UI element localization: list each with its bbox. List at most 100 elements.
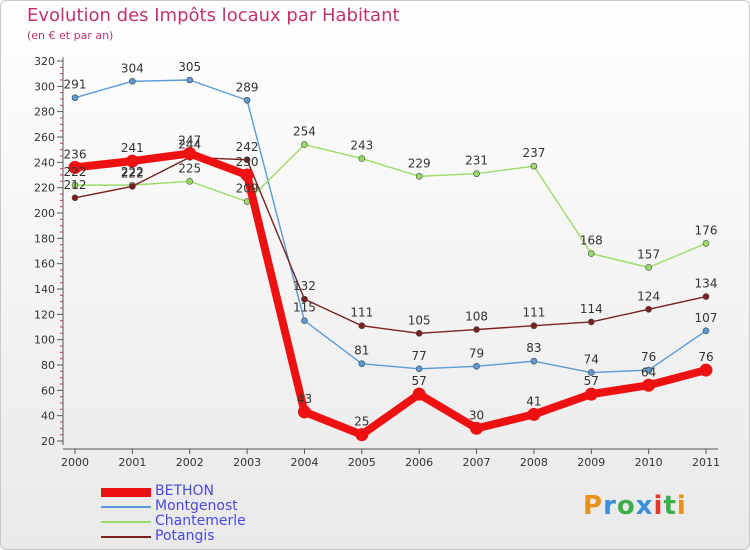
x-tick-label: 2010 — [635, 456, 663, 469]
data-point — [358, 322, 366, 330]
data-label: 43 — [297, 392, 312, 406]
y-tick-label: 320 — [34, 55, 55, 68]
data-point — [473, 170, 480, 178]
data-point — [645, 264, 652, 271]
data-point — [183, 146, 197, 160]
data-point — [470, 421, 484, 435]
data-label: 111 — [350, 306, 373, 320]
x-tick-label: 2009 — [577, 456, 605, 469]
y-tick-label: 280 — [34, 106, 55, 119]
data-label: 254 — [293, 125, 316, 139]
data-point — [473, 326, 480, 333]
data-label: 41 — [526, 394, 541, 408]
data-label: 105 — [408, 313, 431, 327]
data-label: 176 — [695, 223, 718, 237]
data-label: 209 — [236, 182, 259, 196]
data-label: 243 — [350, 139, 373, 153]
data-label: 57 — [412, 374, 427, 388]
data-point — [699, 363, 713, 377]
y-tick-label: 20 — [41, 435, 55, 448]
data-point — [702, 240, 710, 247]
x-tick-label: 2005 — [348, 456, 376, 469]
y-tick-label: 220 — [34, 182, 55, 195]
x-tick-label: 2011 — [692, 456, 720, 469]
series-line — [71, 149, 710, 439]
x-tick-label: 2007 — [463, 456, 491, 469]
y-tick-label: 160 — [34, 258, 55, 271]
data-label: 237 — [522, 146, 545, 160]
legend-label: Potangis — [155, 528, 215, 544]
x-tick-label: 2000 — [61, 456, 89, 469]
data-point — [186, 178, 194, 185]
legend-swatch — [101, 487, 151, 497]
y-tick-label: 180 — [34, 232, 55, 245]
data-label: 124 — [637, 289, 660, 303]
x-tick-label: 2008 — [520, 456, 548, 469]
data-point — [473, 362, 480, 370]
x-tick-label: 2003 — [233, 456, 261, 469]
data-label: 168 — [580, 234, 603, 248]
data-point — [642, 378, 656, 392]
data-label: 157 — [637, 247, 660, 261]
data-label: 222 — [121, 165, 144, 179]
data-point — [702, 327, 710, 335]
data-point — [71, 181, 79, 189]
y-tick-label: 40 — [41, 410, 55, 423]
x-tick-label: 2004 — [290, 456, 318, 469]
data-point — [415, 330, 423, 337]
data-label: 247 — [178, 133, 201, 147]
data-point — [645, 366, 652, 374]
data-label: 230 — [236, 155, 259, 169]
chart-title: Evolution des Impôts locaux par Habitant — [27, 5, 400, 26]
data-point — [530, 162, 538, 170]
y-tick-label: 140 — [34, 283, 55, 296]
data-label: 236 — [64, 147, 87, 161]
data-label: 305 — [178, 60, 201, 74]
data-point — [125, 154, 139, 168]
data-label: 114 — [580, 302, 603, 316]
y-tick-label: 260 — [34, 131, 55, 144]
data-label: 222 — [64, 165, 87, 179]
data-label: 229 — [408, 156, 431, 170]
data-label: 64 — [641, 365, 656, 379]
data-point — [587, 250, 595, 257]
proxiti-logo: Proxiti — [583, 491, 687, 521]
legend-label: Montgenost — [155, 498, 238, 514]
data-label: 74 — [584, 353, 599, 367]
data-point — [68, 160, 82, 174]
x-tick-label: 2006 — [405, 456, 433, 469]
data-label: 77 — [412, 349, 427, 363]
data-point — [186, 76, 194, 84]
y-tick-label: 240 — [34, 156, 55, 169]
data-point — [527, 407, 541, 421]
data-point — [358, 155, 366, 162]
data-point — [355, 428, 369, 442]
data-point — [645, 305, 652, 313]
data-point — [301, 317, 308, 324]
data-label: 81 — [354, 344, 369, 358]
data-label: 76 — [698, 350, 713, 364]
data-label: 222 — [121, 166, 144, 180]
data-point — [129, 183, 136, 190]
data-point — [702, 293, 710, 300]
y-tick-label: 80 — [41, 359, 55, 372]
data-label: 83 — [526, 341, 541, 355]
y-tick-label: 60 — [41, 384, 55, 397]
data-point — [412, 387, 426, 401]
x-tick-label: 2001 — [118, 456, 146, 469]
x-tick-label: 2002 — [176, 456, 204, 469]
legend-label: BETHON — [155, 483, 215, 499]
data-point — [129, 77, 136, 85]
data-label: 115 — [293, 301, 316, 315]
data-label: 108 — [465, 310, 488, 324]
data-point — [587, 369, 595, 376]
series-line — [74, 79, 707, 374]
data-point — [358, 360, 366, 368]
data-point — [587, 318, 595, 326]
data-label: 134 — [695, 277, 718, 291]
data-point — [530, 322, 538, 330]
data-label: 79 — [469, 346, 484, 360]
data-point — [243, 96, 251, 104]
